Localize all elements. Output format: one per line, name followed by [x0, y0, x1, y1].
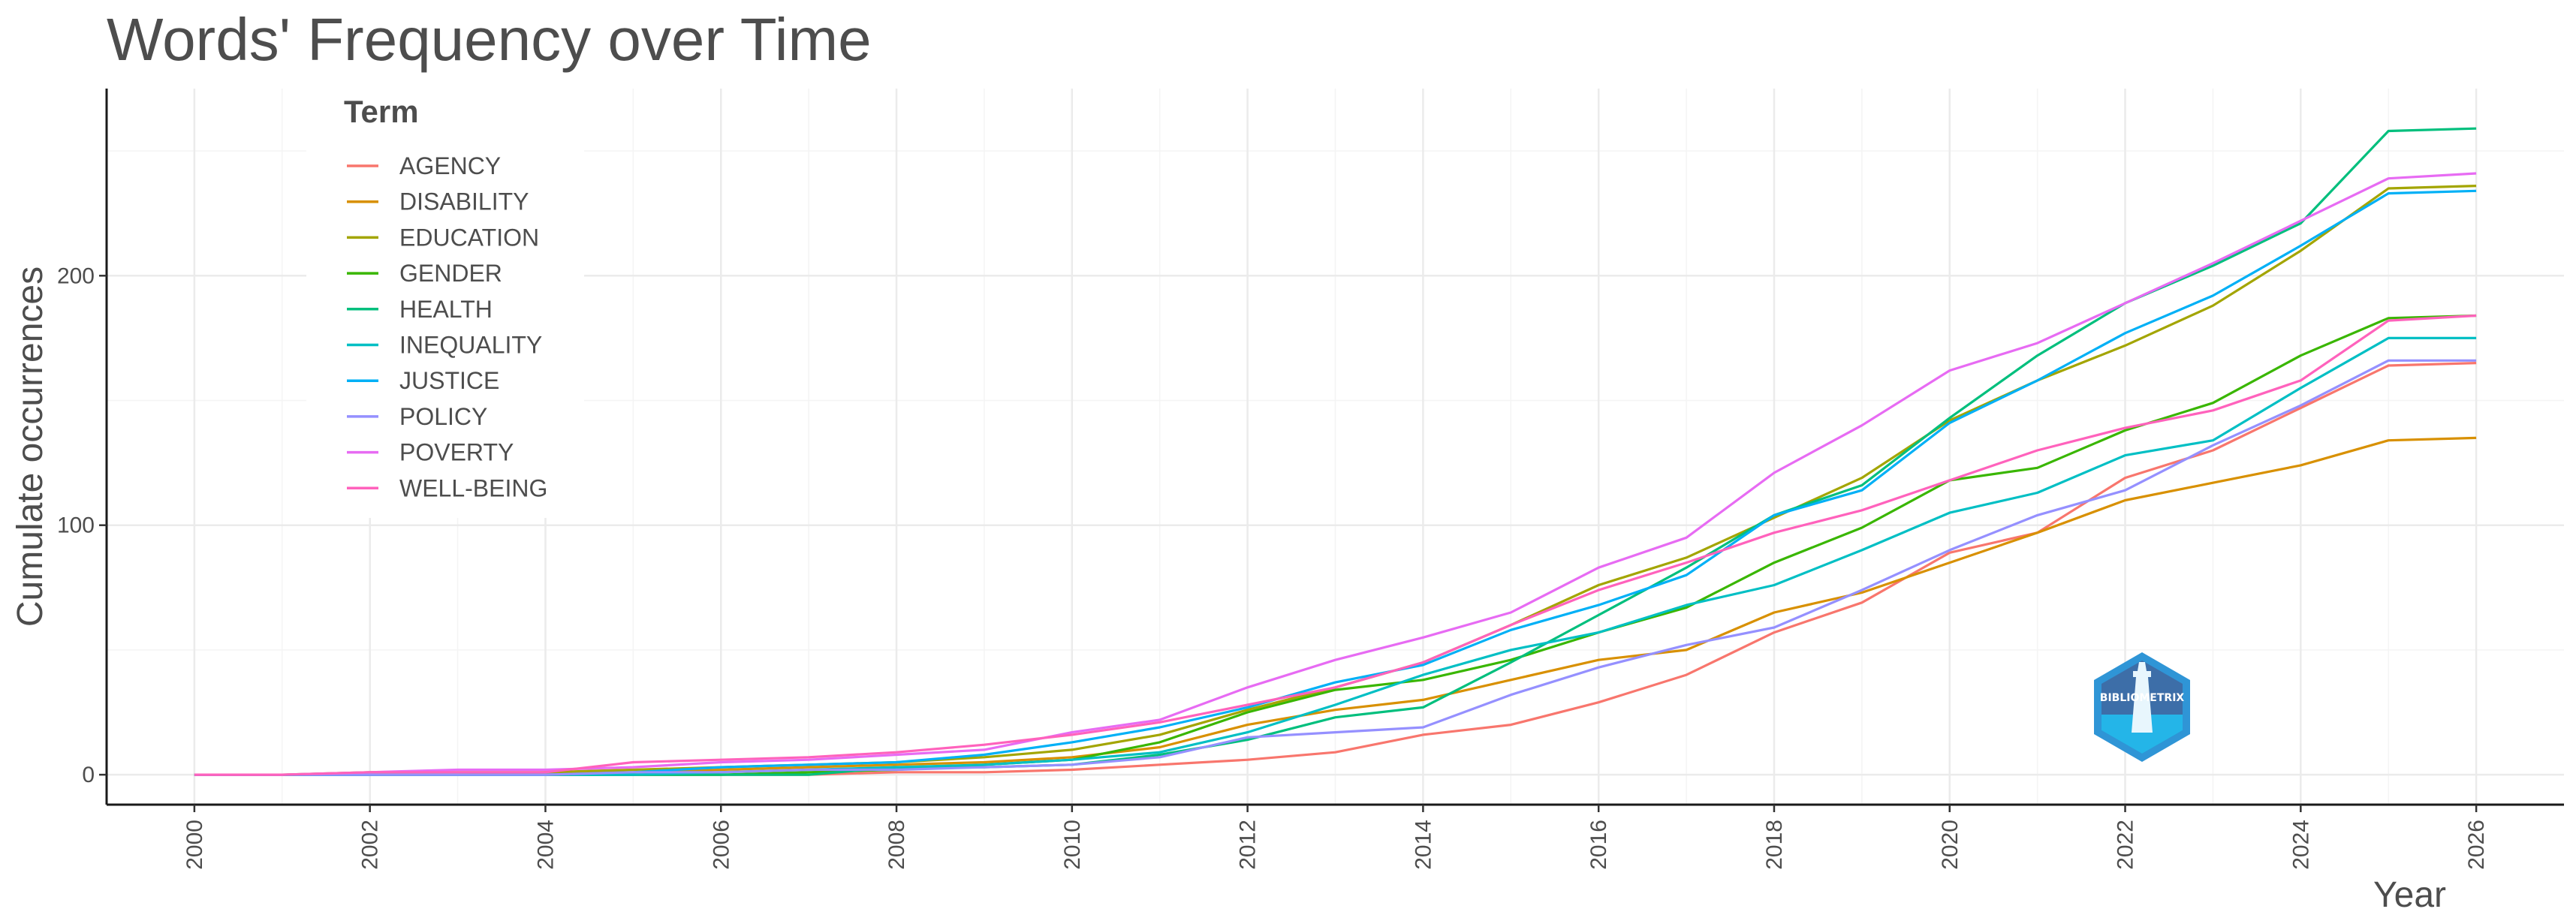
bibliometrix-logo: BIBLIOMETRIX — [2094, 652, 2190, 762]
x-axis-ticks: 2000 2002 2004 2006 2008 2010 2012 2014 2016 2018… — [182, 805, 2489, 870]
legend-items: AGENCY DISABILITY EDUCATION GENDER HEALTH INE… — [347, 152, 547, 501]
legend-label-disability: DISABILITY — [399, 188, 529, 215]
logo-hexagon-lower — [2101, 715, 2183, 754]
x-tick-label: 2024 — [2288, 820, 2313, 870]
y-tick-label: 100 — [57, 513, 95, 538]
legend-label-health: HEALTH — [399, 296, 493, 323]
legend-label-poverty: POVERTY — [399, 439, 514, 466]
series-lines — [194, 127, 2477, 776]
legend-label-education: EDUCATION — [399, 224, 539, 251]
x-tick-label: 2012 — [1236, 820, 1261, 870]
legend-title: Term — [344, 94, 419, 129]
legend-label-gender: GENDER — [399, 260, 502, 287]
legend-background — [306, 83, 584, 518]
series-line-policy — [194, 359, 2477, 776]
legend-label-well-being: WELL-BEING — [399, 474, 547, 501]
x-tick-label: 2004 — [533, 820, 558, 870]
x-tick-label: 2008 — [884, 820, 909, 870]
lighthouse-icon — [2132, 662, 2153, 733]
logo-text: BIBLIOMETRIX — [2100, 692, 2185, 704]
y-tick-label: 200 — [57, 263, 95, 288]
series-line-well-being — [194, 314, 2477, 776]
x-tick-label: 2026 — [2464, 820, 2489, 870]
legend-label-policy: POLICY — [399, 403, 487, 430]
x-axis-title: Year — [2373, 875, 2446, 915]
legend-label-inequality: INEQUALITY — [399, 332, 542, 359]
x-tick-label: 2000 — [182, 820, 207, 870]
x-tick-label: 2018 — [1762, 820, 1787, 870]
y-tick-label: 0 — [82, 763, 95, 787]
x-tick-label: 2014 — [1411, 820, 1436, 870]
x-tick-label: 2006 — [709, 820, 734, 870]
grid-lines — [107, 89, 2564, 805]
y-axis-title: Cumulate occurrences — [11, 266, 50, 627]
legend-label-justice: JUSTICE — [399, 367, 499, 394]
x-tick-label: 2002 — [358, 820, 383, 870]
x-tick-label: 2010 — [1060, 820, 1085, 870]
legend: Term AGENCY DISABILITY EDUCATION GENDER HEAL… — [306, 83, 584, 518]
x-tick-label: 2020 — [1938, 820, 1963, 870]
x-tick-label: 2016 — [1586, 820, 1611, 870]
x-tick-label: 2022 — [2114, 820, 2138, 870]
chart-title: Words' Frequency over Time — [107, 6, 872, 73]
legend-label-agency: AGENCY — [399, 152, 501, 179]
y-axis-ticks: 0 100 200 — [57, 263, 107, 787]
